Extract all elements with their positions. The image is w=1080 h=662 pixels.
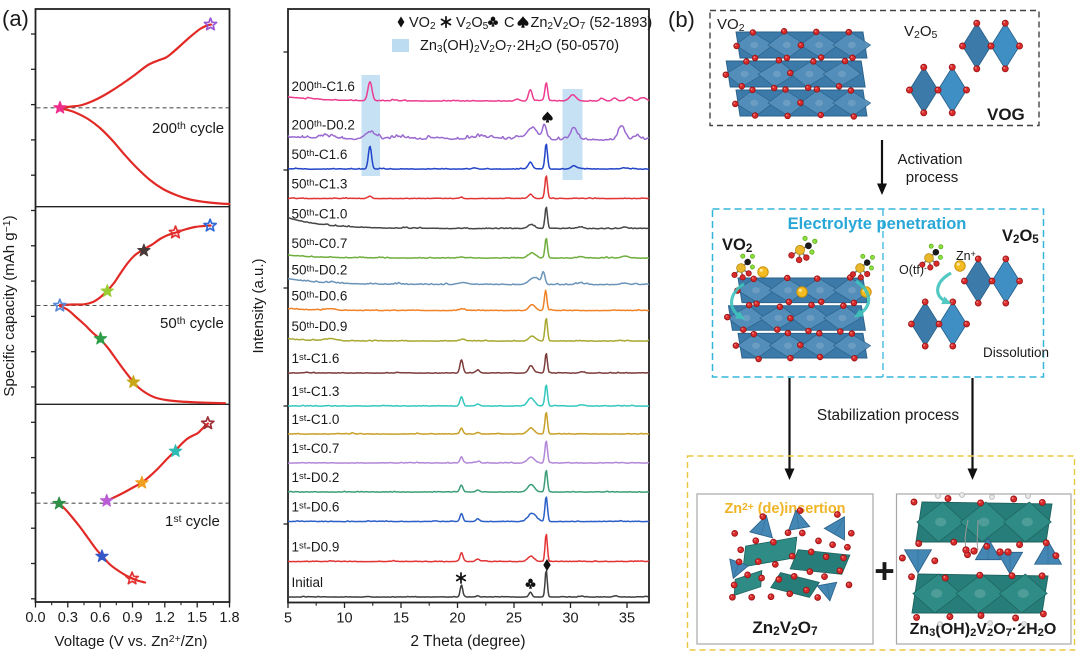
svg-text:50th-C1.3: 50th-C1.3 [292, 177, 348, 192]
svg-text:VO2: VO2 [722, 236, 752, 255]
svg-text:5: 5 [284, 611, 292, 627]
svg-text:V2O5: V2O5 [456, 15, 489, 32]
svg-text:200th-D0.2: 200th-D0.2 [292, 118, 355, 133]
svg-text:Zn3(OH)2V2O7·2H2O: Zn3(OH)2V2O7·2H2O [910, 621, 1057, 639]
svg-text:Specific capacity (mAh g−1): Specific capacity (mAh g−1) [1, 215, 18, 396]
svg-text:1st cycle: 1st cycle [165, 513, 220, 530]
svg-text:Voltage (V vs. Zn2+/Zn): Voltage (V vs. Zn2+/Zn) [55, 633, 208, 650]
svg-text:1st-C1.0: 1st-C1.0 [292, 412, 340, 427]
svg-text:2 Theta (degree): 2 Theta (degree) [410, 633, 525, 650]
svg-text:Intensity (a.u.): Intensity (a.u.) [250, 258, 267, 353]
svg-text:1st-C1.6: 1st-C1.6 [292, 351, 340, 366]
svg-text:50th-C1.6: 50th-C1.6 [292, 147, 348, 162]
svg-text:1st-C0.7: 1st-C0.7 [292, 441, 340, 456]
svg-text:Zn2V2O7: Zn2V2O7 [752, 618, 818, 638]
svg-text:1.5: 1.5 [187, 610, 207, 626]
svg-text:VO2: VO2 [409, 15, 436, 32]
svg-text:1st-D0.6: 1st-D0.6 [292, 500, 340, 515]
svg-text:50th-C0.7: 50th-C0.7 [292, 236, 348, 251]
svg-text:0.0: 0.0 [25, 610, 45, 626]
svg-text:+: + [874, 552, 894, 591]
svg-text:1st-D0.2: 1st-D0.2 [292, 470, 340, 485]
svg-text:Zn3(OH)2V2O7·2H2O (50-0570): Zn3(OH)2V2O7·2H2O (50-0570) [420, 38, 619, 55]
svg-text:Initial: Initial [292, 575, 324, 590]
svg-text:1.8: 1.8 [219, 610, 239, 626]
svg-text:(b): (b) [668, 7, 695, 32]
svg-text:50th-D0.6: 50th-D0.6 [292, 289, 348, 304]
svg-text:0.9: 0.9 [122, 610, 142, 626]
svg-text:50th-D0.9: 50th-D0.9 [292, 319, 348, 334]
svg-text:VO2: VO2 [717, 16, 745, 34]
svg-text:(a): (a) [2, 6, 29, 31]
svg-text:Zn2+ (de)insertion: Zn2+ (de)insertion [724, 501, 845, 517]
svg-text:15: 15 [393, 611, 409, 627]
svg-text:1st-D0.9: 1st-D0.9 [292, 540, 340, 555]
svg-text:35: 35 [619, 611, 635, 627]
svg-text:Dissolution: Dissolution [983, 345, 1049, 360]
svg-text:V2O5: V2O5 [1002, 227, 1039, 246]
svg-text:Activation: Activation [897, 151, 962, 168]
svg-text:1st-C1.3: 1st-C1.3 [292, 384, 340, 399]
svg-text:25: 25 [506, 611, 522, 627]
svg-text:200th-C1.6: 200th-C1.6 [292, 79, 355, 94]
svg-text:V2O5: V2O5 [904, 23, 938, 41]
svg-text:VOG: VOG [987, 105, 1025, 124]
svg-text:200th cycle: 200th cycle [152, 120, 224, 137]
svg-text:0.3: 0.3 [58, 610, 78, 626]
svg-text:Zn2V2O7 (52-1893): Zn2V2O7 (52-1893) [531, 15, 653, 32]
svg-text:50th cycle: 50th cycle [160, 315, 224, 332]
svg-text:50th-D0.2: 50th-D0.2 [292, 263, 348, 278]
svg-text:20: 20 [449, 611, 465, 627]
svg-text:0.6: 0.6 [90, 610, 110, 626]
svg-text:1.2: 1.2 [155, 610, 175, 626]
svg-text:50th-C1.0: 50th-C1.0 [292, 207, 348, 222]
svg-text:30: 30 [562, 611, 578, 627]
svg-text:Electrolyte penetration: Electrolyte penetration [788, 215, 967, 233]
svg-text:10: 10 [336, 611, 352, 627]
svg-text:C: C [504, 15, 514, 31]
svg-text:Stabilization process: Stabilization process [817, 407, 959, 424]
svg-text:process: process [906, 169, 959, 186]
